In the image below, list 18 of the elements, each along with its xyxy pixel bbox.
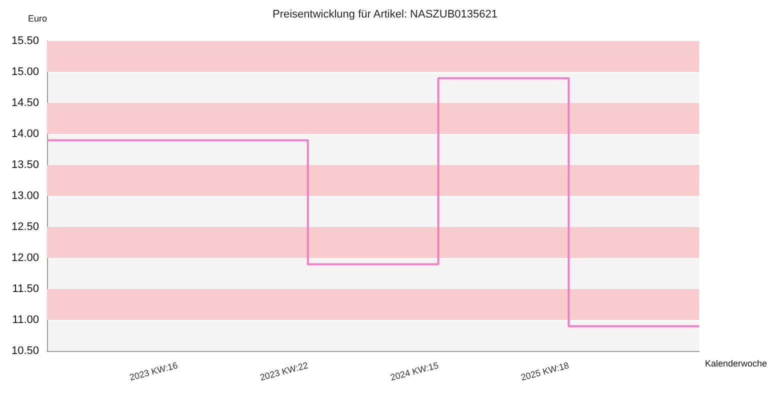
y-tick-label: 10.50 <box>11 345 39 357</box>
y-tick-label: 15.50 <box>11 35 39 47</box>
x-tick-label: 2025 KW:18 <box>520 360 570 383</box>
y-tick-label: 12.00 <box>11 252 39 264</box>
chart-title: Preisentwicklung für Artikel: NASZUB0135621 <box>272 8 498 20</box>
y-tick-label: 15.00 <box>11 66 39 78</box>
y-tick-label: 11.00 <box>12 314 39 326</box>
y-tick-label: 11.50 <box>12 283 39 295</box>
y-tick-label: 13.50 <box>11 159 39 171</box>
y-tick-label: 13.00 <box>11 190 39 202</box>
x-tick-label: 2023 KW:22 <box>258 360 310 383</box>
y-tick-label: 14.00 <box>11 128 39 140</box>
y-tick-label: 12.50 <box>11 221 39 233</box>
x-tick-label: 2024 KW:15 <box>389 360 440 383</box>
x-axis-title: Kalenderwoche <box>704 358 767 368</box>
y-tick-label: 14.50 <box>11 97 39 109</box>
x-tick-label: 2023 KW:16 <box>128 360 179 383</box>
y-axis-title: Euro <box>28 14 47 24</box>
